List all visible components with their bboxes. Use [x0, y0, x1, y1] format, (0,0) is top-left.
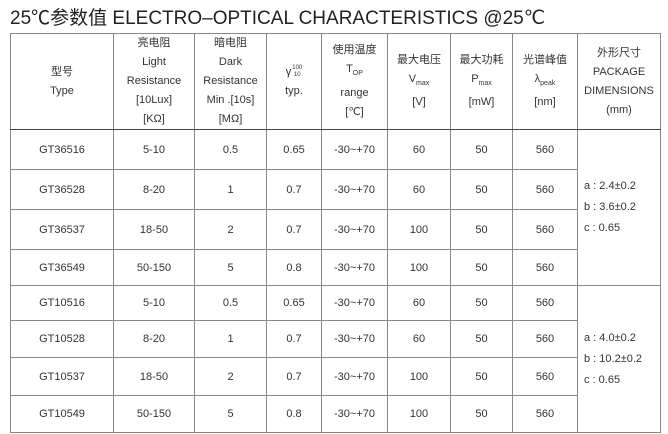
table-cell: 560: [512, 249, 578, 286]
table-cell: 50-150: [113, 249, 195, 286]
table-cell: 0.7: [266, 209, 322, 250]
package-dimensions-cell: a : 2.4±0.2 b : 3.6±0.2 c : 0.65: [577, 129, 661, 286]
header-package: 外形尺寸 PACKAGE DIMENSIONS (mm): [577, 33, 661, 130]
table-row: GT10537 18-50 2 0.7 -30~+70 100 50 560: [10, 357, 661, 396]
characteristics-table: 型号 Type 亮电阻 Light Resistance [10Lux] [KΩ] 暗电阻…: [10, 33, 661, 433]
table-cell: 60: [387, 285, 451, 321]
table-cell: 50: [450, 209, 513, 250]
dimension-value: b : 10.2±0.2: [584, 352, 643, 365]
table-row: GT36549 50-150 5 0.8 -30~+70 100 50 560: [10, 249, 661, 286]
table-cell: GT10516: [10, 285, 114, 321]
table-cell: 5-10: [113, 129, 195, 170]
table-cell: GT10549: [10, 395, 114, 433]
table-cell: GT36528: [10, 169, 114, 210]
table-cell: 5: [194, 395, 267, 433]
header-vmax: 最大电压 Vmax [V]: [387, 33, 451, 130]
header-temperature: 使用温度 TOP range [℃]: [321, 33, 388, 130]
page-title: 25℃参数值 ELECTRO–OPTICAL CHARACTERISTICS @…: [10, 8, 546, 29]
table-cell: 560: [512, 357, 578, 396]
table-cell: -30~+70: [321, 169, 388, 210]
table-cell: -30~+70: [321, 395, 388, 433]
table-cell: 2: [194, 209, 267, 250]
dimension-value: b : 3.6±0.2: [584, 201, 636, 213]
header-dark-resistance: 暗电阻 Dark Resistance Min .[10s] [MΩ]: [194, 33, 267, 130]
table-cell: 0.7: [266, 169, 322, 210]
table-cell: 100: [387, 395, 451, 433]
dimension-value: c : 0.65: [584, 222, 621, 234]
table-cell: GT10537: [10, 357, 114, 396]
table-cell: 560: [512, 169, 578, 210]
table-cell: 8-20: [113, 320, 195, 358]
dimension-value: a : 2.4±0.2: [584, 180, 636, 192]
table-cell: 18-50: [113, 357, 195, 396]
table-cell: 100: [387, 249, 451, 286]
table-cell: GT36549: [10, 249, 114, 286]
table-cell: 1: [194, 320, 267, 358]
table-cell: -30~+70: [321, 357, 388, 396]
table-cell: 50-150: [113, 395, 195, 433]
table-cell: 100: [387, 209, 451, 250]
table-cell: 560: [512, 285, 578, 321]
table-row: GT10516 5-10 0.5 0.65 -30~+70 60 50 560 a : 4.0±…: [10, 285, 661, 433]
table-cell: 50: [450, 357, 513, 396]
header-gamma: γ 100 10 typ.: [266, 33, 322, 130]
table-cell: 1: [194, 169, 267, 210]
table-cell: -30~+70: [321, 249, 388, 286]
table-cell: 50: [450, 249, 513, 286]
dimension-value: a : 4.0±0.2: [584, 331, 636, 344]
header-peak: 光谱峰值 λpeak [nm]: [512, 33, 578, 130]
package-dimensions-cell: a : 4.0±0.2 b : 10.2±0.2 c : 0.65: [577, 285, 661, 433]
table-cell: 60: [387, 129, 451, 170]
header-light-resistance: 亮电阻 Light Resistance [10Lux] [KΩ]: [113, 33, 195, 130]
table-row: GT10549 50-150 5 0.8 -30~+70 100 50 560: [10, 395, 661, 433]
table-cell: 60: [387, 320, 451, 358]
table-cell: 2: [194, 357, 267, 396]
table-cell: -30~+70: [321, 285, 388, 321]
table-cell: 0.65: [266, 285, 322, 321]
table-cell: 100: [387, 357, 451, 396]
table-cell: 0.5: [194, 285, 267, 321]
table-cell: -30~+70: [321, 209, 388, 250]
table-cell: 50: [450, 320, 513, 358]
table-cell: 5: [194, 249, 267, 286]
table-cell: -30~+70: [321, 129, 388, 170]
table-cell: GT36516: [10, 129, 114, 170]
table-cell: 560: [512, 395, 578, 433]
table-cell: 50: [450, 395, 513, 433]
table-cell: 60: [387, 169, 451, 210]
table-cell: -30~+70: [321, 320, 388, 358]
table-row: GT36537 18-50 2 0.7 -30~+70 100 50 560: [10, 209, 661, 250]
table-cell: 0.8: [266, 395, 322, 433]
table-cell: 560: [512, 209, 578, 250]
table-cell: 5-10: [113, 285, 195, 321]
table-cell: 0.5: [194, 129, 267, 170]
table-cell: 0.7: [266, 320, 322, 358]
table-cell: GT10528: [10, 320, 114, 358]
table-cell: 18-50: [113, 209, 195, 250]
table-cell: 50: [450, 169, 513, 210]
table-cell: 560: [512, 320, 578, 358]
table-cell: 50: [450, 285, 513, 321]
table-row: GT10528 8-20 1 0.7 -30~+70 60 50 560: [10, 320, 661, 358]
table-cell: 8-20: [113, 169, 195, 210]
dimension-value: c : 0.65: [584, 373, 621, 386]
header-pmax: 最大功耗 Pmax [mW]: [450, 33, 513, 130]
table-cell: 0.8: [266, 249, 322, 286]
table-row: GT36528 8-20 1 0.7 -30~+70 60 50 560: [10, 169, 661, 210]
table-cell: 0.7: [266, 357, 322, 396]
header-row: 型号 Type 亮电阻 Light Resistance [10Lux] [KΩ] 暗电阻…: [10, 33, 661, 130]
header-type: 型号 Type: [10, 33, 114, 130]
table-cell: 560: [512, 129, 578, 170]
table-cell: GT36537: [10, 209, 114, 250]
table-cell: 50: [450, 129, 513, 170]
table-row: GT36516 5-10 0.5 0.65 -30~+70 60 50 560 a : 2.4±…: [10, 129, 661, 286]
table-cell: 0.65: [266, 129, 322, 170]
